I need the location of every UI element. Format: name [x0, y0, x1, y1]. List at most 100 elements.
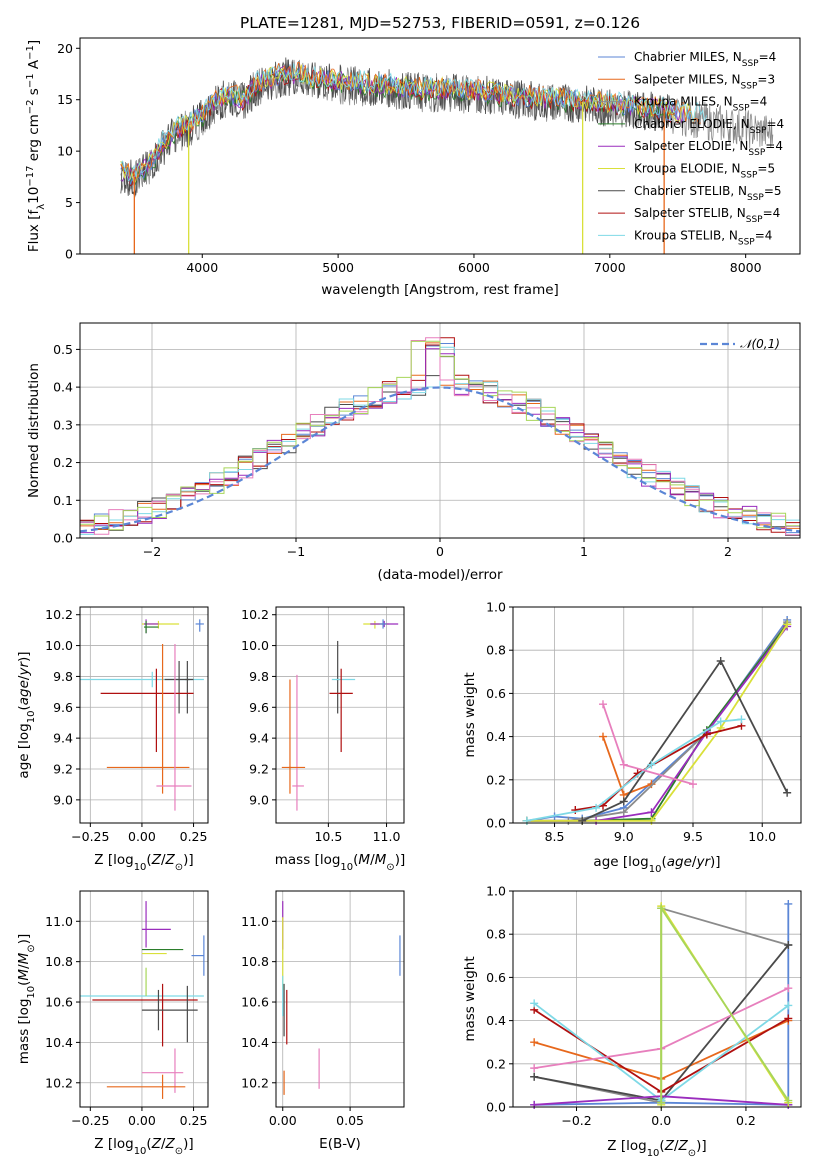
x-tick-label: 0.0	[651, 1113, 671, 1128]
weight-marker	[530, 1038, 539, 1047]
y-tick-label: 15	[57, 92, 73, 107]
x-tick-label: 0.2	[736, 1113, 756, 1128]
errorbars	[281, 619, 399, 811]
x-axis-label: Z [log10(Z/Z⊙)]	[94, 1136, 193, 1157]
y-axis-label: mass weight	[462, 672, 478, 757]
axes-frame	[79, 890, 209, 1108]
errorbars	[282, 901, 401, 1095]
weight-marker	[737, 715, 746, 724]
x-tick-label: 8000	[730, 260, 762, 275]
weight-marker	[702, 730, 711, 739]
y-tick-label: 9.8	[53, 669, 73, 684]
weight-marker	[578, 816, 587, 825]
y-tick-label: 10.2	[241, 607, 269, 622]
weight-marker	[599, 700, 607, 709]
y-tick-label: 10.8	[45, 954, 73, 969]
x-tick-label: −0.25	[71, 1113, 109, 1128]
x-tick-label: 9.0	[614, 829, 634, 844]
histogram-series	[80, 337, 800, 538]
y-axis-label: Flux [fλ10−17 erg cm−2 s−1 A−1]	[25, 40, 47, 252]
x-axis-label: mass [log10(M/M⊙)]	[275, 852, 405, 873]
weight-marker	[619, 808, 628, 817]
y-tick-label: 0.6	[486, 970, 506, 985]
y-tick-label: 10.0	[241, 638, 269, 653]
x-tick-label: 9.5	[683, 829, 703, 844]
weight-marker	[784, 1001, 793, 1010]
weight-marker	[592, 803, 601, 812]
legend-entry: Salpeter MILES, NSSP=3	[634, 72, 775, 91]
x-tick-label: 0.05	[336, 1113, 364, 1128]
y-tick-label: 0.0	[53, 531, 73, 546]
axes-frame	[275, 606, 405, 824]
weight_vs_age-panel: 8.5 9.0 9.5 10.0 0.0 0.2 0.4 0.6 0.8 1.0 age [log1…	[462, 600, 802, 875]
weight-marker	[784, 941, 793, 949]
x-tick-label: 2	[724, 544, 732, 559]
weight-marker	[657, 1098, 666, 1107]
weight-marker	[784, 899, 793, 908]
x-tick-label: 0.00	[128, 1113, 156, 1128]
legend-entry: Kroupa STELIB, NSSP=4	[634, 228, 772, 247]
y-tick-label: 0	[65, 247, 73, 262]
y-tick-label: 11.0	[241, 914, 269, 929]
y-tick-label: 0.0	[486, 816, 506, 831]
x-axis-label: E(B-V)	[319, 1136, 361, 1152]
weight-series	[526, 625, 788, 822]
errorbars	[80, 619, 204, 811]
mass_vs_ebv-panel: 0.00 0.05 10.2 10.4 10.6 10.8 11.0 E(B-V)	[241, 890, 405, 1152]
axes-frame	[79, 606, 209, 824]
weight-marker	[647, 808, 656, 817]
x-tick-label: 0.00	[269, 1113, 297, 1128]
weight-marker	[571, 806, 580, 815]
y-tick-label: 1.0	[486, 884, 506, 899]
x-axis-label: age [log10(age/yr)]	[593, 854, 720, 875]
y-axis-label: age [log10(age/yr)]	[16, 651, 37, 778]
y-axis-label: mass [log10(M/M⊙)]	[16, 934, 37, 1064]
age_vs_mass-panel: 10.5 11.0 9.0 9.2 9.4 9.6 9.8 10.0 10.2 mass [log…	[241, 606, 405, 873]
residual-panel: −2 −1 0 1 2 0.0 0.1 0.2 0.3 0.4 0.5 (data-model)/er…	[26, 322, 801, 583]
x-tick-label: 8.5	[545, 829, 565, 844]
x-tick-label: −1	[287, 544, 305, 559]
y-tick-label: 9.2	[249, 762, 269, 777]
axes-frame	[79, 37, 801, 255]
weight-marker	[689, 780, 697, 789]
x-tick-label: 10.5	[314, 829, 342, 844]
weight-marker	[784, 984, 793, 993]
legend: Chabrier MILES, NSSP=4 Salpeter MILES, NS…	[598, 50, 784, 247]
y-tick-label: 10.0	[45, 638, 73, 653]
x-tick-label: 0.25	[180, 1113, 208, 1128]
errorbars	[80, 901, 205, 1099]
y-tick-label: 0.2	[486, 1056, 506, 1071]
y-tick-label: 0.4	[486, 1013, 506, 1028]
y-tick-label: 9.2	[53, 762, 73, 777]
weight-marker	[599, 732, 607, 741]
weight-series	[526, 621, 788, 822]
chart-title: PLATE=1281, MJD=52753, FIBERID=0591, z=0…	[240, 14, 640, 32]
spectrum-lines	[120, 57, 774, 254]
y-axis-label: Normed distribution	[26, 363, 42, 498]
legend-entry: Kroupa MILES, NSSP=4	[634, 95, 767, 114]
weight-marker	[783, 620, 792, 629]
spectrum-panel: PLATE=1281, MJD=52753, FIBERID=0591, z=0…	[25, 14, 801, 298]
legend-entry: 𝒩(0,1)	[740, 337, 780, 351]
weight-marker	[716, 657, 725, 665]
y-tick-label: 10.4	[241, 1035, 269, 1050]
age_vs_Z-panel: −0.25 0.00 0.25 9.0 9.2 9.4 9.6 9.8 10.0 10.2 Z [l…	[16, 606, 209, 873]
weight-marker	[647, 760, 656, 769]
weight-lines	[522, 615, 792, 825]
y-tick-label: 11.0	[45, 914, 73, 929]
spectrum-series	[120, 57, 670, 196]
y-tick-label: 10.4	[45, 1035, 73, 1050]
y-tick-label: 20	[57, 41, 73, 56]
y-tick-label: 0.2	[53, 455, 73, 470]
legend-entry: Chabrier STELIB, NSSP=5	[634, 184, 782, 203]
y-tick-label: 9.0	[53, 792, 73, 807]
y-tick-label: 0.2	[486, 772, 506, 787]
x-axis-label: Z [log10(Z/Z⊙)]	[607, 1138, 706, 1159]
gaussian-curve	[80, 386, 800, 533]
x-tick-label: 0.00	[128, 829, 156, 844]
y-tick-label: 10.2	[45, 1075, 73, 1090]
y-tick-label: 0.4	[486, 729, 506, 744]
x-tick-label: 10.0	[748, 829, 776, 844]
weight-lines	[530, 899, 793, 1109]
